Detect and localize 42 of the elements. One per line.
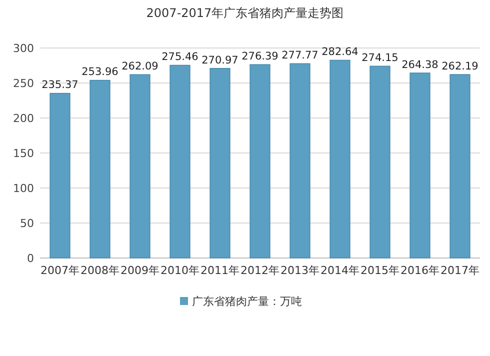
bar: [330, 60, 350, 258]
bar: [210, 68, 230, 258]
x-tick-label: 2014年: [320, 264, 360, 277]
chart-title: 2007-2017年广东省猪肉产量走势图: [146, 6, 344, 20]
y-tick-label: 100: [13, 182, 34, 195]
x-tick-label: 2007年: [40, 264, 80, 277]
bar: [250, 64, 270, 258]
y-tick-label: 200: [13, 112, 34, 125]
data-label: 262.19: [442, 60, 478, 72]
x-tick-label: 2016年: [400, 264, 440, 277]
y-tick-label: 250: [13, 77, 34, 90]
x-tick-label: 2012年: [240, 264, 280, 277]
data-label: 274.15: [362, 52, 398, 64]
x-tick-label: 2011年: [200, 264, 240, 277]
data-label: 262.09: [122, 60, 158, 73]
bar: [290, 63, 310, 258]
bar: [450, 74, 470, 258]
x-tick-label: 2013年: [280, 264, 320, 277]
bar: [410, 72, 430, 258]
x-tick-label: 2009年: [120, 264, 160, 277]
bar: [130, 74, 150, 258]
data-label: 275.46: [162, 51, 199, 64]
bar: [370, 66, 390, 258]
data-label: 276.39: [242, 50, 278, 63]
data-label: 253.96: [82, 66, 119, 78]
data-label: 270.97: [202, 54, 238, 66]
x-tick-label: 2015年: [360, 264, 400, 277]
data-label: 235.37: [42, 79, 78, 92]
bar: [50, 92, 70, 258]
data-label: 277.77: [282, 50, 318, 62]
legend-label: 广东省猪肉产量：万吨: [192, 295, 302, 308]
y-tick-label: 0: [27, 252, 34, 265]
y-tick-label: 300: [13, 42, 34, 55]
data-label: 282.64: [322, 46, 359, 58]
y-tick-label: 150: [13, 147, 34, 160]
bar: [90, 80, 110, 258]
data-label: 264.38: [402, 58, 438, 71]
x-tick-label: 2010年: [160, 264, 200, 277]
x-tick-label: 2017年: [440, 264, 480, 277]
bar: [170, 64, 190, 258]
x-tick-label: 2008年: [80, 264, 120, 277]
y-tick-label: 50: [20, 217, 34, 230]
